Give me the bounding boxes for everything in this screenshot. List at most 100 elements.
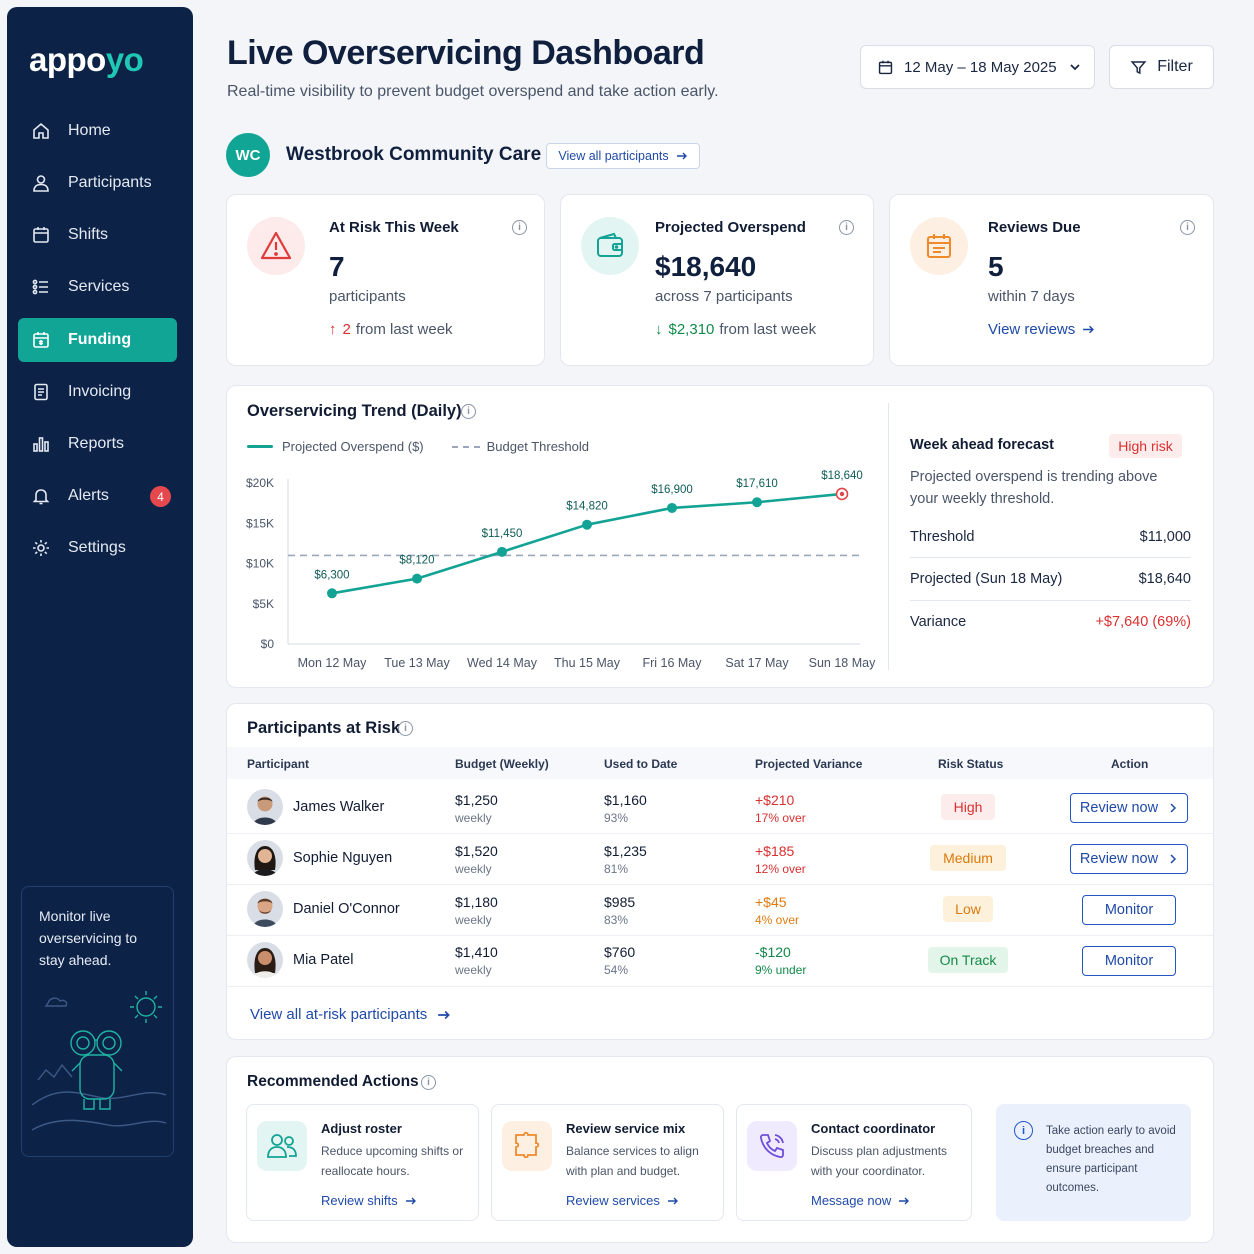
info-icon[interactable]: i bbox=[512, 220, 527, 235]
participant-name[interactable]: Sophie Nguyen bbox=[293, 850, 393, 866]
filter-label: Filter bbox=[1157, 58, 1193, 75]
view-all-participants-label: View all participants bbox=[558, 149, 669, 163]
forecast-description: Projected overspend is trending above yo… bbox=[910, 469, 1158, 507]
rec-card-adjust-roster: Adjust roster Reduce upcoming shifts or … bbox=[246, 1104, 479, 1221]
phone-icon bbox=[747, 1121, 797, 1171]
trend-title: Overservicing Trend (Daily) bbox=[247, 402, 462, 420]
x-tick-label: Tue 13 May bbox=[384, 656, 450, 670]
avatar bbox=[247, 942, 283, 978]
arrow-right-icon bbox=[667, 1195, 679, 1207]
forecast-row-value: $11,000 bbox=[1139, 529, 1191, 545]
info-icon[interactable]: i bbox=[398, 721, 413, 736]
used-percent: 54% bbox=[604, 963, 629, 977]
bar-chart-icon bbox=[30, 433, 52, 455]
participant-name[interactable]: Daniel O'Connor bbox=[293, 901, 400, 917]
forecast-divider bbox=[910, 557, 1191, 558]
rec-card-contact-coordinator: Contact coordinator Discuss plan adjustm… bbox=[736, 1104, 972, 1221]
arrow-right-icon bbox=[437, 1008, 451, 1022]
variance-value: +$210 bbox=[755, 792, 795, 808]
sidebar-item-invoicing[interactable]: Invoicing bbox=[18, 370, 177, 414]
chevron-right-icon bbox=[1168, 802, 1178, 814]
rec-title: Contact coordinator bbox=[811, 1121, 936, 1136]
binoculars-illustration bbox=[31, 991, 167, 1131]
data-point bbox=[497, 546, 507, 557]
data-label: $17,610 bbox=[736, 478, 778, 490]
budget-value: $1,180 bbox=[455, 894, 498, 910]
info-icon[interactable]: i bbox=[1180, 220, 1195, 235]
sidebar-item-settings[interactable]: Settings bbox=[18, 526, 177, 570]
risk-badge: High risk bbox=[1109, 434, 1182, 458]
app-logo[interactable]: appoyo bbox=[29, 41, 144, 78]
row-divider bbox=[227, 986, 1213, 987]
review-now-button[interactable]: Review now bbox=[1070, 844, 1188, 874]
budget-value: $1,410 bbox=[455, 944, 498, 960]
trend-line-chart: $0 $5K $10K $15K $20K Mon 12 May Tue 13 May Wed… bbox=[246, 470, 876, 670]
promo-text: Monitor live overservicing to stay ahead… bbox=[39, 908, 138, 968]
info-icon[interactable]: i bbox=[421, 1075, 436, 1090]
rec-link-label: Review services bbox=[566, 1193, 660, 1208]
row-divider bbox=[227, 884, 1213, 885]
arrow-right-icon bbox=[898, 1195, 910, 1207]
legend-series-swatch bbox=[247, 445, 273, 448]
sidebar-item-alerts[interactable]: Alerts 4 bbox=[18, 474, 177, 518]
sidebar-item-shifts[interactable]: Shifts bbox=[18, 213, 177, 257]
alerts-count-badge: 4 bbox=[150, 486, 171, 507]
data-point bbox=[839, 491, 845, 497]
review-shifts-link[interactable]: Review shifts bbox=[321, 1193, 417, 1208]
view-reviews-link[interactable]: View reviews bbox=[988, 321, 1095, 338]
calendar-icon bbox=[877, 59, 894, 76]
sidebar-item-participants[interactable]: Participants bbox=[18, 161, 177, 205]
user-icon bbox=[30, 172, 52, 194]
gear-icon bbox=[30, 537, 52, 559]
sidebar-item-label: Reports bbox=[68, 435, 125, 452]
forecast-row-label: Threshold bbox=[910, 529, 975, 545]
filter-button[interactable]: Filter bbox=[1109, 45, 1214, 89]
tip-text: Take action early to avoid budget breach… bbox=[1046, 1125, 1176, 1194]
column-header: Budget (Weekly) bbox=[455, 757, 549, 771]
column-header: Participant bbox=[247, 757, 310, 771]
variance-sub: 9% under bbox=[755, 963, 807, 977]
data-label: $11,450 bbox=[482, 528, 523, 540]
sidebar-item-reports[interactable]: Reports bbox=[18, 422, 177, 466]
forecast-row-threshold: Threshold $11,000 bbox=[910, 529, 1191, 545]
view-reviews-label: View reviews bbox=[988, 321, 1076, 338]
variance-sub: 17% over bbox=[755, 811, 806, 825]
column-header: Used to Date bbox=[604, 757, 678, 771]
kpi-card-at-risk: At Risk This Week i 7 participants ↑ 2 f… bbox=[226, 194, 545, 366]
participant-name[interactable]: Mia Patel bbox=[293, 952, 354, 968]
monitor-button[interactable]: Monitor bbox=[1082, 895, 1176, 925]
data-point bbox=[752, 497, 762, 508]
rec-card-service-mix: Review service mix Balance services to a… bbox=[491, 1104, 724, 1221]
message-now-link[interactable]: Message now bbox=[811, 1193, 910, 1208]
column-header: Projected Variance bbox=[755, 757, 863, 771]
used-value: $760 bbox=[604, 944, 636, 960]
variance-value: +$185 bbox=[755, 843, 795, 859]
column-header: Action bbox=[1111, 757, 1149, 771]
view-all-at-risk-link[interactable]: View all at-risk participants bbox=[250, 1006, 451, 1023]
review-now-button[interactable]: Review now bbox=[1070, 793, 1188, 823]
rec-link-label: Review shifts bbox=[321, 1193, 398, 1208]
view-all-participants-button[interactable]: View all participants bbox=[546, 143, 700, 169]
avatar bbox=[247, 891, 283, 927]
forecast-divider bbox=[910, 600, 1191, 601]
rec-title: Review service mix bbox=[566, 1121, 686, 1136]
sidebar-item-services[interactable]: Services bbox=[18, 265, 177, 309]
wallet-icon bbox=[581, 217, 639, 275]
y-tick-label: $5K bbox=[253, 597, 274, 611]
info-icon[interactable]: i bbox=[461, 404, 476, 419]
sidebar-item-funding[interactable]: Funding bbox=[18, 318, 177, 362]
date-range-picker[interactable]: 12 May – 18 May 2025 bbox=[860, 45, 1095, 89]
sidebar: appoyo Home Participants Shifts Services… bbox=[7, 7, 193, 1247]
forecast-row-label: Variance bbox=[910, 614, 967, 630]
participant-name[interactable]: James Walker bbox=[293, 799, 385, 815]
sidebar-item-home[interactable]: Home bbox=[18, 109, 177, 153]
info-icon[interactable]: i bbox=[839, 220, 854, 235]
legend-series-label: Projected Overspend ($) bbox=[282, 439, 424, 454]
chevron-right-icon bbox=[1168, 853, 1178, 865]
review-services-link[interactable]: Review services bbox=[566, 1193, 679, 1208]
promo-card: Monitor live overservicing to stay ahead… bbox=[21, 886, 174, 1157]
arrow-right-icon bbox=[1082, 323, 1095, 336]
monitor-button[interactable]: Monitor bbox=[1082, 946, 1176, 976]
kpi-delta-value: 2 bbox=[342, 321, 351, 338]
page-subtitle: Real-time visibility to prevent budget o… bbox=[227, 83, 719, 100]
